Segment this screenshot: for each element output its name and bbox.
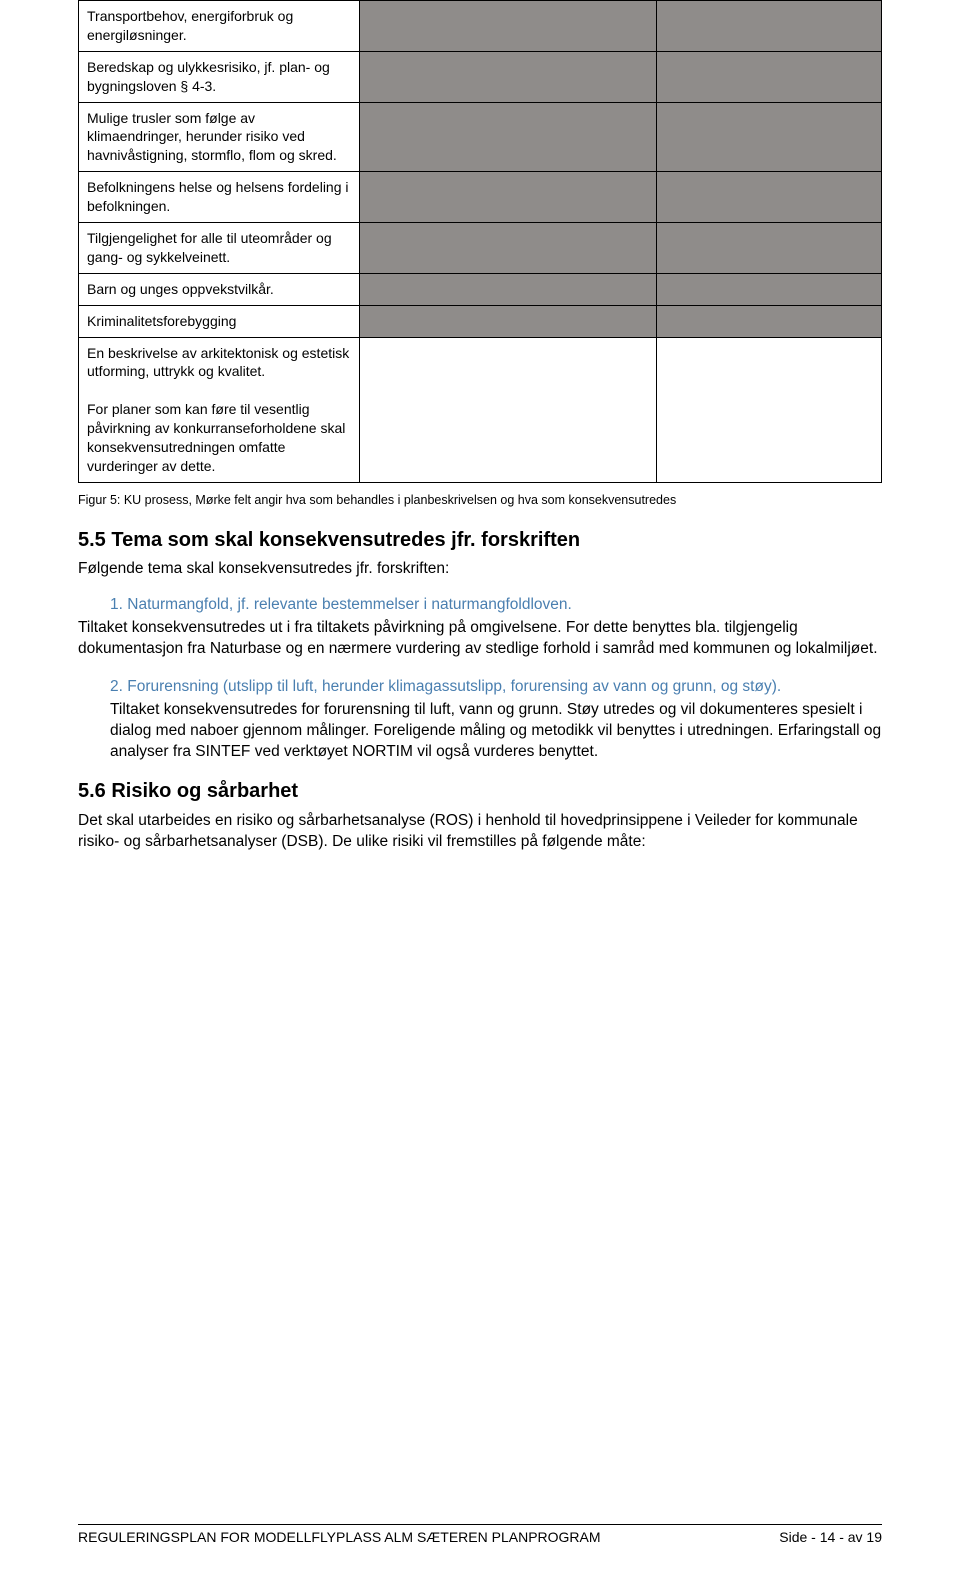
- ku-topics-table: Transportbehov, energiforbruk og energil…: [78, 0, 882, 483]
- list-number: 1.: [110, 596, 123, 613]
- table-cell: En beskrivelse av arkitektonisk og estet…: [79, 337, 360, 482]
- table-cell-shaded: [360, 273, 657, 305]
- table-cell: Barn og unges oppvekstvilkår.: [79, 273, 360, 305]
- table-cell-shaded: [657, 1, 882, 52]
- table-cell: Kriminalitetsforebygging: [79, 305, 360, 337]
- table-cell: Tilgjengelighet for alle til uteområder …: [79, 223, 360, 274]
- table-cell-shaded: [657, 305, 882, 337]
- list-item-2-body: Tiltaket konsekvensutredes for forurensn…: [78, 700, 882, 763]
- section-5-6-heading: 5.6 Risiko og sårbarhet: [78, 780, 882, 803]
- table-cell-shaded: [360, 223, 657, 274]
- table-row: Barn og unges oppvekstvilkår.: [79, 273, 882, 305]
- table-cell-shaded: [657, 223, 882, 274]
- table-row: En beskrivelse av arkitektonisk og estet…: [79, 337, 882, 482]
- table-cell: Befolkningens helse og helsens fordeling…: [79, 172, 360, 223]
- list-title: Forurensning (utslipp til luft, herunder…: [127, 678, 781, 695]
- table-row: Befolkningens helse og helsens fordeling…: [79, 172, 882, 223]
- table-cell-shaded: [360, 102, 657, 172]
- table-cell-shaded: [360, 1, 657, 52]
- table-cell-shaded: [657, 102, 882, 172]
- list-number: 2.: [110, 678, 123, 695]
- table-cell-empty: [657, 337, 882, 482]
- list-title: Naturmangfold, jf. relevante bestemmelse…: [127, 596, 572, 613]
- list-item-1-body: Tiltaket konsekvensutredes ut i fra tilt…: [78, 618, 882, 660]
- table-cell-shaded: [360, 51, 657, 102]
- table-cell: Beredskap og ulykkesrisiko, jf. plan- og…: [79, 51, 360, 102]
- table-cell-shaded: [657, 51, 882, 102]
- section-5-6-body: Det skal utarbeides en risiko og sårbarh…: [78, 811, 882, 853]
- table-cell: Mulige trusler som følge av klimaendring…: [79, 102, 360, 172]
- section-5-5-heading: 5.5 Tema som skal konsekvensutredes jfr.…: [78, 529, 882, 552]
- list-item-1: 1. Naturmangfold, jf. relevante bestemme…: [110, 596, 882, 614]
- footer-right: Side - 14 - av 19: [779, 1529, 882, 1545]
- table-cell-empty: [360, 337, 657, 482]
- table-cell-shaded: [360, 305, 657, 337]
- page-footer: REGULERINGSPLAN FOR MODELLFLYPLASS ALM S…: [0, 1524, 960, 1545]
- table-row: Beredskap og ulykkesrisiko, jf. plan- og…: [79, 51, 882, 102]
- table-row: Transportbehov, energiforbruk og energil…: [79, 1, 882, 52]
- footer-left: REGULERINGSPLAN FOR MODELLFLYPLASS ALM S…: [78, 1529, 601, 1545]
- figure-caption: Figur 5: KU prosess, Mørke felt angir hv…: [78, 493, 882, 507]
- table-cell-shaded: [360, 172, 657, 223]
- table-row: Mulige trusler som følge av klimaendring…: [79, 102, 882, 172]
- table-row: Kriminalitetsforebygging: [79, 305, 882, 337]
- list-item-2: 2. Forurensning (utslipp til luft, herun…: [110, 678, 882, 696]
- table-cell: Transportbehov, energiforbruk og energil…: [79, 1, 360, 52]
- section-5-5-intro: Følgende tema skal konsekvensutredes jfr…: [78, 560, 882, 578]
- table-cell-shaded: [657, 273, 882, 305]
- table-cell-shaded: [657, 172, 882, 223]
- table-row: Tilgjengelighet for alle til uteområder …: [79, 223, 882, 274]
